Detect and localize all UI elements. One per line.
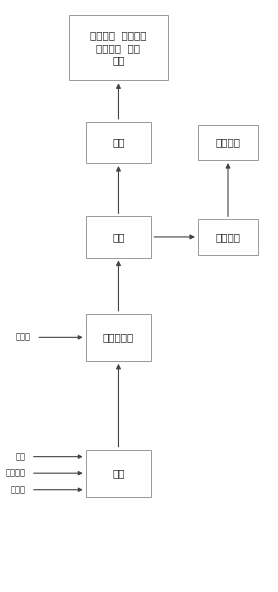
FancyBboxPatch shape: [86, 449, 151, 497]
Text: 氢氧化钙: 氢氧化钙: [5, 469, 25, 478]
FancyBboxPatch shape: [86, 122, 151, 163]
Text: 甲醛: 甲醛: [15, 452, 25, 461]
Text: 离心分离机: 离心分离机: [103, 332, 134, 342]
Text: 疏绕剂: 疏绕剂: [16, 333, 31, 342]
Text: 正丁醛: 正丁醛: [10, 485, 25, 494]
Text: 薄板分析: 薄板分析: [215, 232, 240, 242]
Text: 精馏: 精馏: [112, 137, 125, 147]
Text: 缩合: 缩合: [112, 468, 125, 478]
FancyBboxPatch shape: [69, 15, 168, 81]
FancyBboxPatch shape: [198, 125, 258, 160]
Text: 粗品精制  母液回收
三羟甲基  丙烷
川厂: 粗品精制 母液回收 三羟甲基 丙烷 川厂: [90, 31, 147, 65]
FancyBboxPatch shape: [198, 219, 258, 255]
Text: 蒸发: 蒸发: [112, 232, 125, 242]
FancyBboxPatch shape: [86, 314, 151, 361]
Text: 甲醛母液: 甲醛母液: [215, 137, 240, 147]
FancyBboxPatch shape: [86, 216, 151, 258]
